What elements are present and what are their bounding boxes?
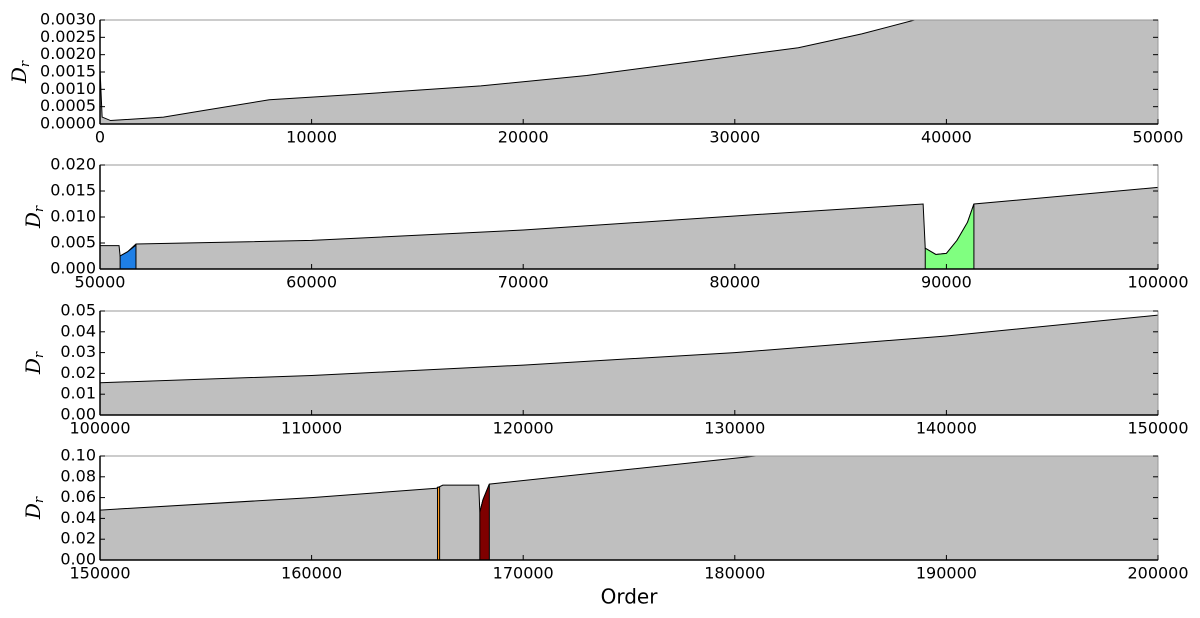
y-axis-label-base: D	[21, 358, 45, 375]
y-axis-label: Dr	[21, 351, 47, 375]
y-tick-label: 0.005	[50, 233, 96, 252]
x-axis-label: Order	[601, 585, 659, 609]
x-tick-label: 60000	[286, 273, 337, 292]
x-tick-label: 170000	[493, 564, 554, 583]
x-tick-label: 150000	[1127, 419, 1188, 438]
area	[119, 244, 137, 269]
y-tick-label: 0.05	[60, 301, 96, 320]
y-tick-label: 0.10	[60, 446, 96, 465]
x-tick-label: 200000	[1127, 564, 1188, 583]
plot-area	[100, 186, 1158, 269]
area	[100, 20, 1158, 124]
y-tick-label: 0.03	[60, 342, 96, 361]
x-tick-label: 0	[95, 128, 105, 147]
x-tick-label: 130000	[704, 419, 765, 438]
y-axis-label: Dr	[21, 496, 47, 520]
area	[100, 186, 1158, 269]
y-tick-label: 0.015	[50, 181, 96, 200]
x-tick-label: 180000	[704, 564, 765, 583]
y-axis-label-subscript: r	[32, 496, 47, 503]
plot-area	[100, 20, 1158, 124]
y-tick-label: 0.02	[60, 363, 96, 382]
y-tick-label: 0.04	[60, 508, 96, 527]
y-tick-label: 0.00	[60, 550, 96, 569]
y-tick-label: 0.0025	[40, 27, 96, 46]
area	[100, 314, 1158, 415]
y-tick-label: 0.0030	[40, 10, 96, 29]
y-axis-label-base: D	[21, 503, 45, 520]
x-tick-label: 150000	[69, 564, 130, 583]
x-tick-label: 80000	[709, 273, 760, 292]
x-tick-label: 100000	[69, 419, 130, 438]
y-axis-label-subscript: r	[32, 351, 47, 358]
x-tick-label: 100000	[1127, 273, 1188, 292]
x-tick-label: 10000	[286, 128, 337, 147]
x-tick-label: 50000	[1133, 128, 1184, 147]
x-tick-label: 20000	[498, 128, 549, 147]
y-tick-label: 0.02	[60, 529, 96, 548]
y-tick-label: 0.0005	[40, 96, 96, 115]
x-tick-label: 90000	[921, 273, 972, 292]
x-tick-label: 110000	[281, 419, 342, 438]
y-axis-label-subscript: r	[18, 60, 33, 67]
y-tick-label: 0.0020	[40, 44, 96, 63]
y-axis-label: Dr	[7, 60, 33, 84]
x-tick-label: 120000	[493, 419, 554, 438]
y-tick-label: 0.06	[60, 487, 96, 506]
area	[479, 483, 490, 560]
x-tick-label: 70000	[498, 273, 549, 292]
y-tick-label: 0.00	[60, 405, 96, 424]
x-tick-label: 40000	[921, 128, 972, 147]
x-tick-label: 160000	[281, 564, 342, 583]
y-axis-label-subscript: r	[32, 205, 47, 212]
y-tick-label: 0.000	[50, 259, 96, 278]
area	[924, 203, 975, 269]
y-tick-label: 0.08	[60, 466, 96, 485]
x-tick-label: 140000	[916, 419, 977, 438]
x-tick-label: 50000	[75, 273, 126, 292]
y-tick-label: 0.0010	[40, 79, 96, 98]
y-tick-label: 0.0000	[40, 114, 96, 133]
area	[100, 456, 1158, 560]
plot-area	[100, 314, 1158, 415]
y-axis-label-base: D	[21, 212, 45, 229]
x-tick-label: 190000	[916, 564, 977, 583]
x-tick-label: 30000	[709, 128, 760, 147]
plot-area	[100, 456, 1158, 560]
y-tick-label: 0.010	[50, 207, 96, 226]
y-tick-label: 0.01	[60, 384, 96, 403]
area	[437, 486, 441, 560]
y-axis-label: Dr	[21, 205, 47, 229]
y-tick-label: 0.020	[50, 155, 96, 174]
y-axis-label-base: D	[7, 67, 31, 84]
y-tick-label: 0.04	[60, 321, 96, 340]
y-tick-label: 0.0015	[40, 62, 96, 81]
